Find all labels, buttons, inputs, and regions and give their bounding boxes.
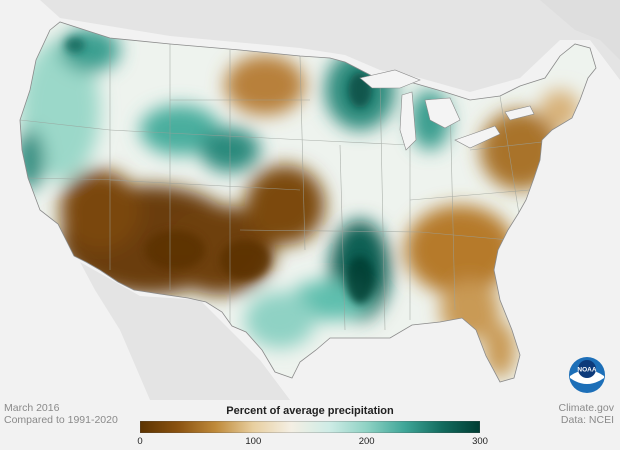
surrounding-land [0,0,620,400]
noaa-logo-text: NOAA [577,367,596,374]
legend-tick-label: 0 [137,436,143,447]
us-outline [19,21,597,383]
precipitation-map [0,0,620,400]
legend-tick-label: 200 [358,436,375,447]
great-lakes [359,69,535,151]
map-baseline: Compared to 1991-2020 [4,414,118,426]
map-caption: March 2016 Compared to 1991-2020 [4,402,118,426]
noaa-logo: NOAA [568,356,606,394]
legend-color-bar [140,421,480,433]
map-credits: Climate.gov Data: NCEI [559,402,614,426]
legend-tick-label: 300 [472,436,488,447]
source-site: Climate.gov [558,402,614,414]
data-source: Data: NCEI [560,414,614,426]
legend-tick-label: 100 [245,436,262,447]
map-date: March 2016 [4,402,60,414]
legend-title: Percent of average precipitation [226,405,394,417]
state-boundaries [20,40,561,331]
